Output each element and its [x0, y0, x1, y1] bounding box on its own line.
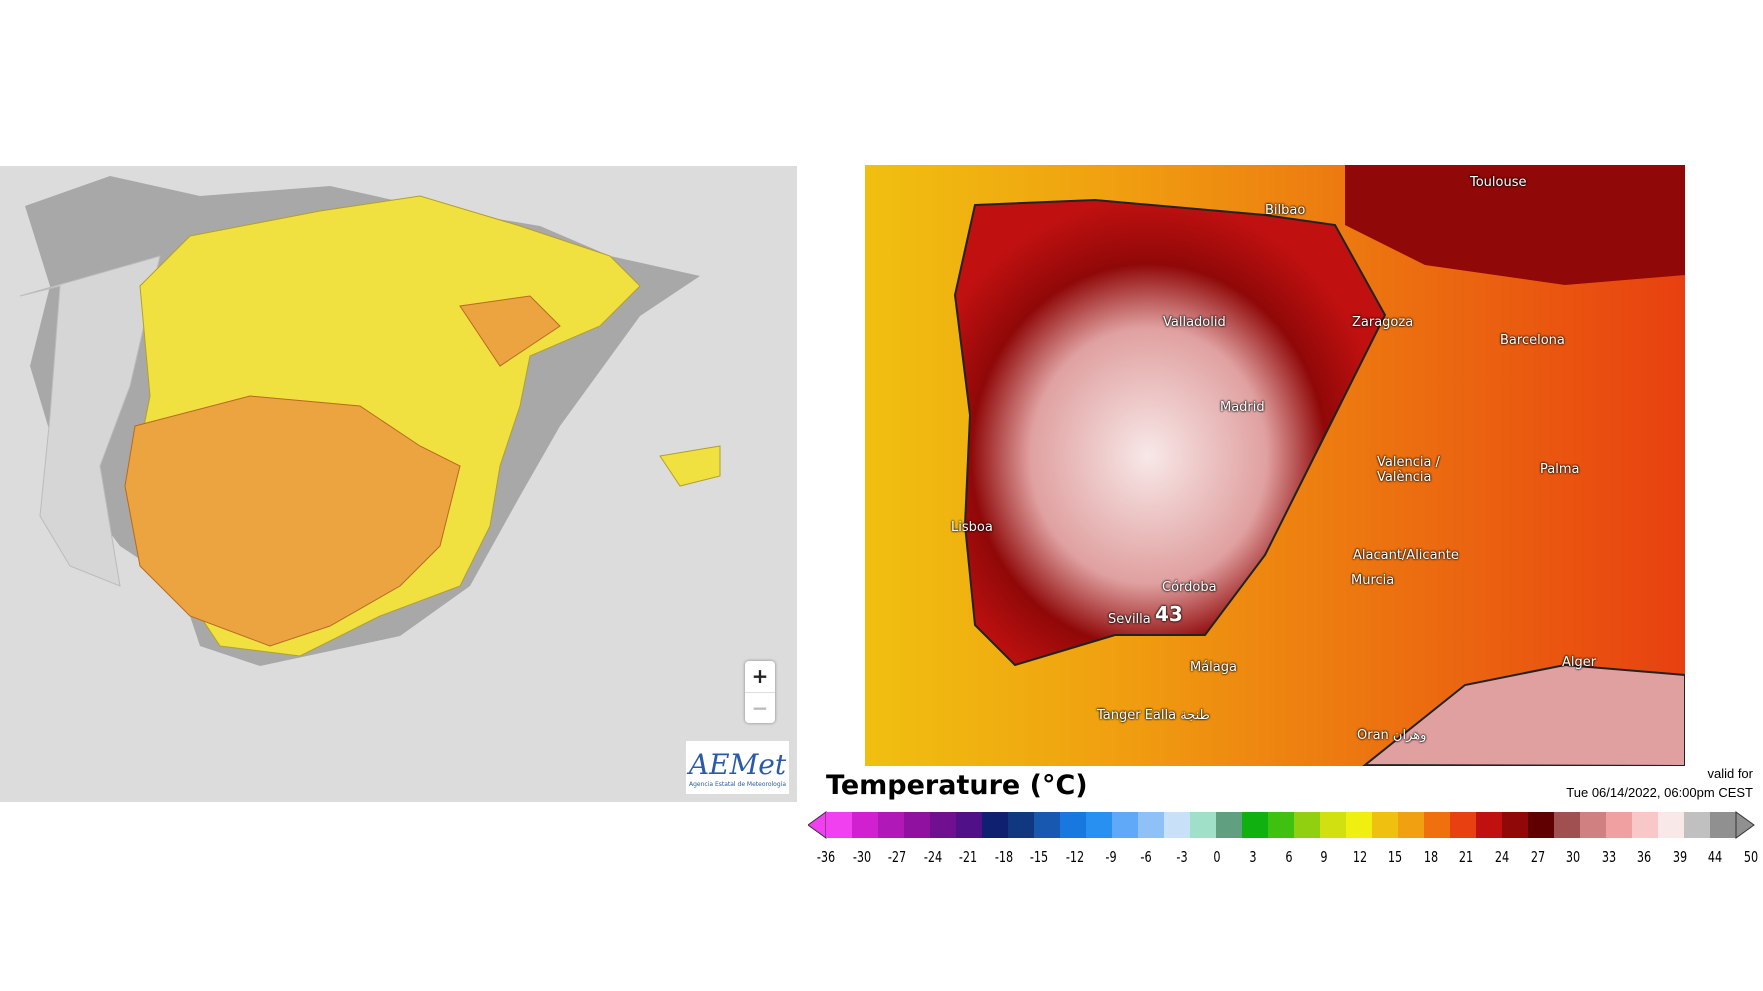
- city-label: Alacant/Alicante: [1353, 548, 1459, 563]
- colorbar-tick: 0: [1213, 848, 1221, 866]
- city-label: Alger: [1562, 655, 1597, 670]
- colorbar-tick: -27: [887, 848, 907, 866]
- city-label: Lisboa: [951, 520, 993, 535]
- colorbar-segment: [1554, 812, 1581, 838]
- colorbar-max-arrow: [1735, 811, 1755, 839]
- temperature-map[interactable]: Toulouse Bilbao Valladolid Zaragoza Barc…: [865, 165, 1685, 766]
- temperature-colorbar: [808, 811, 1755, 839]
- colorbar-segment: [1268, 812, 1295, 838]
- logo-subtitle: Agencia Estatal de Meteorología: [689, 780, 786, 788]
- city-label: Zaragoza: [1352, 315, 1414, 330]
- colorbar-tick: -36: [816, 848, 836, 866]
- colorbar-tick: 50: [1743, 848, 1759, 866]
- colorbar-segment: [1346, 812, 1373, 838]
- colorbar-tick: -21: [959, 848, 978, 866]
- city-label: Córdoba: [1162, 580, 1217, 595]
- zoom-controls: + −: [745, 661, 775, 723]
- colorbar-segment: [1164, 812, 1191, 838]
- colorbar-min-arrow: [808, 811, 827, 839]
- colorbar-segment: [1190, 812, 1217, 838]
- colorbar-segment: [1372, 812, 1399, 838]
- colorbar-tick: -18: [994, 848, 1014, 866]
- colorbar-segment: [1684, 812, 1711, 838]
- city-label: Toulouse: [1470, 175, 1527, 190]
- colorbar-tick: 27: [1530, 848, 1545, 866]
- city-label: Oran وهران: [1357, 728, 1427, 743]
- colorbar-segment: [1658, 812, 1685, 838]
- aemet-warning-map[interactable]: + − AEMet Agencia Estatal de Meteorologí…: [0, 166, 797, 802]
- colorbar-segment: [1034, 812, 1061, 838]
- colorbar-segment: [826, 812, 853, 838]
- city-label: Barcelona: [1500, 333, 1565, 348]
- colorbar-segment: [1424, 812, 1451, 838]
- colorbar-segment: [904, 812, 931, 838]
- aemet-logo: AEMet Agencia Estatal de Meteorología: [686, 741, 789, 794]
- colorbar-tick: 44: [1708, 848, 1723, 866]
- colorbar-segment: [1450, 812, 1477, 838]
- colorbar-tick: 36: [1637, 848, 1652, 866]
- colorbar-tick: 9: [1320, 848, 1328, 866]
- colorbar-segment: [1112, 812, 1139, 838]
- city-label: Valladolid: [1163, 315, 1226, 330]
- colorbar-segment: [956, 812, 983, 838]
- colorbar-segment: [1398, 812, 1425, 838]
- colorbar-segment: [1580, 812, 1607, 838]
- city-label: Madrid: [1220, 400, 1265, 415]
- colorbar-tick: 33: [1601, 848, 1616, 866]
- colorbar-tick: -30: [852, 848, 871, 866]
- legend-title: Temperature (°C): [826, 770, 1088, 801]
- max-temp-label: 43: [1155, 602, 1183, 626]
- colorbar-segment: [878, 812, 905, 838]
- colorbar-tick: 30: [1565, 848, 1581, 866]
- colorbar-segment: [1060, 812, 1087, 838]
- city-label: Tanger Ealla طنجة: [1097, 708, 1210, 723]
- colorbar-tick: -24: [923, 848, 942, 866]
- colorbar-segment: [1528, 812, 1555, 838]
- valid-time: valid for Tue 06/14/2022, 06:00pm CEST: [1566, 764, 1753, 802]
- colorbar-tick: 15: [1388, 848, 1403, 866]
- zoom-in-button[interactable]: +: [751, 664, 769, 689]
- colorbar-segment: [1216, 812, 1243, 838]
- colorbar-segment: [1294, 812, 1321, 838]
- city-label: Sevilla: [1108, 612, 1151, 627]
- colorbar-segment: [1502, 812, 1529, 838]
- city-label: Málaga: [1190, 660, 1237, 675]
- colorbar-segment: [1710, 812, 1737, 838]
- city-label: Valencia / València: [1377, 455, 1440, 485]
- colorbar-tick: -15: [1030, 848, 1049, 866]
- colorbar-tick: 6: [1284, 848, 1293, 866]
- colorbar-tick: -12: [1065, 848, 1085, 866]
- colorbar-tick: 21: [1459, 848, 1474, 866]
- colorbar-ticks: -36 -30 -27 -24 -21 -18 -15 -12 -9 -6 -3 0 3 6 9 12 15 18…: [817, 848, 1759, 868]
- colorbar-tick: 18: [1423, 848, 1438, 866]
- city-label: Murcia: [1351, 573, 1395, 588]
- city-label: Bilbao: [1265, 203, 1306, 218]
- colorbar-segment: [1606, 812, 1633, 838]
- city-label: Palma: [1540, 462, 1580, 477]
- temperature-field: [865, 165, 1685, 766]
- colorbar-segment: [1138, 812, 1165, 838]
- valid-time-value: Tue 06/14/2022, 06:00pm CEST: [1566, 785, 1753, 800]
- colorbar-tick: -9: [1104, 848, 1117, 866]
- colorbar-segment: [852, 812, 879, 838]
- colorbar-segment: [930, 812, 957, 838]
- spain-warning-map: [19, 176, 721, 666]
- colorbar-segment: [1632, 812, 1659, 838]
- colorbar-segment: [1320, 812, 1347, 838]
- zoom-out-button[interactable]: −: [745, 691, 775, 724]
- colorbar-segment: [1476, 812, 1503, 838]
- colorbar-segment: [982, 812, 1009, 838]
- colorbar-tick: 12: [1352, 848, 1367, 866]
- colorbar-tick: -6: [1140, 848, 1152, 866]
- colorbar-tick: 24: [1494, 848, 1510, 866]
- colorbar-segment: [1086, 812, 1113, 838]
- colorbar-tick: 3: [1249, 848, 1257, 866]
- colorbar-tick: 39: [1672, 848, 1688, 866]
- colorbar-segment: [1008, 812, 1035, 838]
- colorbar-tick: -3: [1176, 848, 1188, 866]
- valid-label: valid for: [1707, 766, 1753, 781]
- colorbar-segment: [1242, 812, 1269, 838]
- logo-text: AEMet: [688, 747, 787, 781]
